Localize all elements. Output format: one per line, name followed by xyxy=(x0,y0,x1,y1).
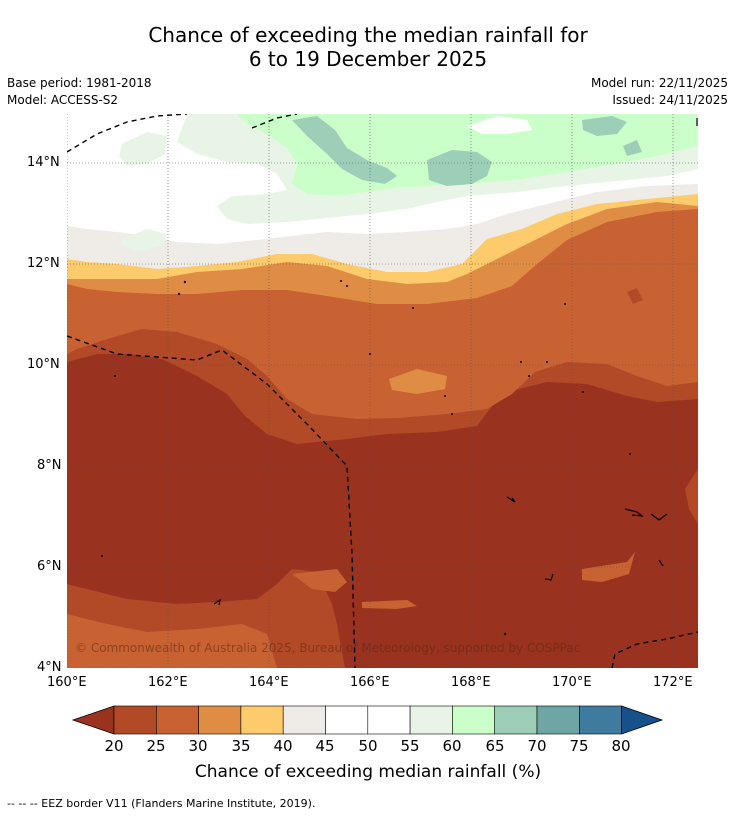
region-65-70-c xyxy=(582,116,627,136)
lat-label-8N: 8°N xyxy=(37,458,62,473)
lon-label-164E: 164°E xyxy=(249,675,289,690)
colorbar-bin-70-75 xyxy=(536,705,580,735)
region-below-20-blob xyxy=(627,288,643,304)
colorbar-tick-50: 50 xyxy=(358,737,378,755)
lon-label-172E: 172°E xyxy=(653,675,693,690)
colorbar-tick-20: 20 xyxy=(104,737,124,755)
lat-label-12N: 12°N xyxy=(27,256,60,271)
region-25-30-south xyxy=(67,614,277,668)
colorbar-bin-45-50 xyxy=(325,705,369,735)
region-30-35-blob xyxy=(389,369,447,394)
colorbar-title: Chance of exceeding median rainfall (%) xyxy=(194,762,542,782)
issued-label: Issued: 24/11/2025 xyxy=(612,93,728,107)
colorbar-bin-75-80 xyxy=(578,705,622,735)
lon-label-168E: 168°E xyxy=(451,675,491,690)
colorbar-tick-65: 65 xyxy=(485,737,505,755)
colorbar-bin-60-65 xyxy=(452,705,495,735)
lon-label-166E: 166°E xyxy=(350,675,390,690)
eez-border xyxy=(67,114,698,668)
lon-label-170E: 170°E xyxy=(552,675,592,690)
colorbar-tick-75: 75 xyxy=(569,737,589,755)
colorbar-bin-25-30 xyxy=(156,705,199,735)
colorbar-bin-20-25 xyxy=(113,705,157,735)
base-period-label: Base period: 1981-2018 xyxy=(7,76,152,90)
map-canvas xyxy=(67,114,698,668)
lon-label-162E: 162°E xyxy=(148,675,188,690)
colorbar-bin-35-40 xyxy=(240,705,284,735)
lon-label-160E: 160°E xyxy=(47,675,87,690)
colorbar-bin-30-35 xyxy=(198,705,242,735)
colorbar-tick-80: 80 xyxy=(611,737,631,755)
colorbar-tick-25: 25 xyxy=(146,737,166,755)
lat-label-10N: 10°N xyxy=(27,357,60,372)
region-25-30-blob xyxy=(292,569,347,592)
region-55-60-west xyxy=(119,132,167,166)
colorbar-tick-60: 60 xyxy=(442,737,462,755)
colorbar-extend-high xyxy=(621,705,664,735)
eez-footnote: -- -- -- EEZ border V11 (Flanders Marine… xyxy=(7,797,316,810)
region-45-55-top xyxy=(467,116,532,134)
region-65-70-d xyxy=(623,140,642,156)
region-55-60-sw xyxy=(122,229,167,252)
map-title-line1: Chance of exceeding the median rainfall … xyxy=(148,23,588,47)
colorbar-bin-50-55 xyxy=(367,705,411,735)
colorbar-bin-55-60 xyxy=(409,705,453,735)
islands xyxy=(101,280,631,636)
colorbar-tick-35: 35 xyxy=(231,737,251,755)
lat-label-4N: 4°N xyxy=(37,660,62,675)
map-title-line2: 6 to 19 December 2025 xyxy=(248,47,488,71)
colorbar-tick-45: 45 xyxy=(315,737,335,755)
region-65-70-b xyxy=(427,150,492,186)
model-run-label: Model run: 22/11/2025 xyxy=(590,76,728,90)
colorbar-extend-low xyxy=(71,705,115,735)
region-20-25-east xyxy=(685,469,698,524)
colorbar-bin-65-70 xyxy=(494,705,538,735)
region-65-70-a xyxy=(292,116,397,184)
copyright-notice: © Commonwealth of Australia 2025, Bureau… xyxy=(75,641,581,655)
region-25-30-mid-blob xyxy=(362,600,417,609)
lat-label-6N: 6°N xyxy=(37,559,62,574)
colorbar-tick-55: 55 xyxy=(400,737,420,755)
atolls xyxy=(213,118,698,606)
rainfall-probability-map xyxy=(67,114,698,668)
graticule xyxy=(67,114,698,668)
region-25-30-east-blob xyxy=(582,552,635,582)
colorbar xyxy=(71,705,664,735)
colorbar-tick-70: 70 xyxy=(527,737,547,755)
lat-label-14N: 14°N xyxy=(27,155,60,170)
colorbar-tick-30: 30 xyxy=(188,737,208,755)
colorbar-tick-40: 40 xyxy=(273,737,293,755)
colorbar-bin-40-45 xyxy=(282,705,326,735)
model-label: Model: ACCESS-S2 xyxy=(7,93,119,107)
